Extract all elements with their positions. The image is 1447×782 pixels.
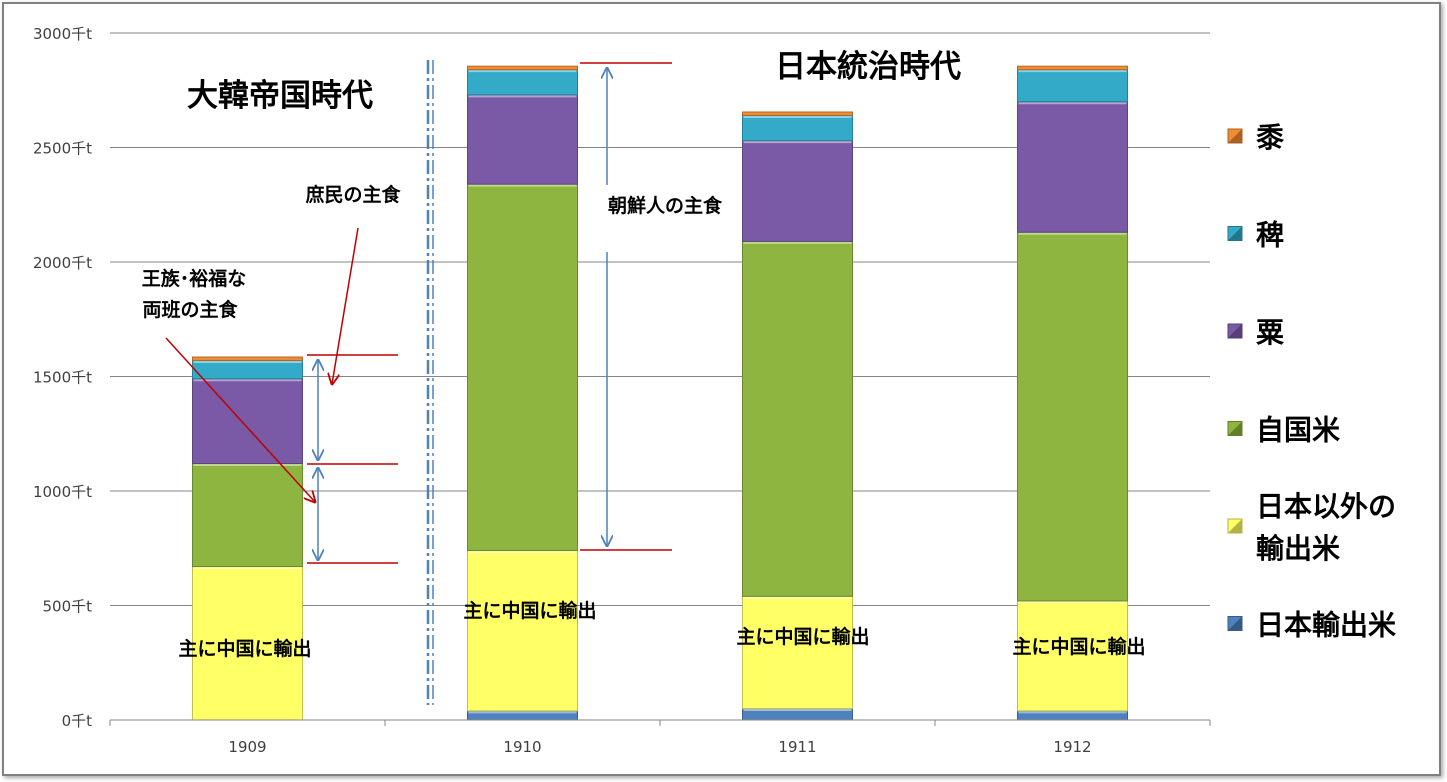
export-china-label-1909: 主に中国に輸出 bbox=[178, 637, 311, 660]
royal-staple-label-line1: 王族･裕福な bbox=[142, 267, 247, 290]
y-axis-tick-labels: 0千t 500千t 1000千t 1500千t 2000千t 2500千t 3000千t bbox=[33, 25, 92, 730]
bar-segment-1912-3 bbox=[1017, 101, 1128, 233]
bar-segment-1912-2 bbox=[1017, 231, 1128, 602]
bar-segment-1910-5 bbox=[467, 65, 578, 71]
legend-label: 輸出米 bbox=[1256, 532, 1340, 565]
x-tick-label-1912: 1912 bbox=[1053, 738, 1091, 756]
export-china-label-1911: 主に中国に輸出 bbox=[736, 625, 869, 648]
legend-item: 自国米 bbox=[1227, 414, 1340, 447]
legend-label: 日本以外の bbox=[1256, 490, 1396, 523]
era-before-label: 大韓帝国時代 bbox=[187, 78, 373, 114]
bar-segment-1911-4 bbox=[742, 114, 853, 142]
era-after-label: 日本統治時代 bbox=[775, 49, 961, 85]
legend-item: 稗 bbox=[1227, 219, 1284, 252]
bar-segment-1911-1 bbox=[742, 595, 853, 710]
legend-swatch-shade bbox=[1228, 519, 1242, 533]
bar-stack-1912 bbox=[1017, 65, 1128, 721]
legend-swatch-shade bbox=[1228, 226, 1242, 241]
legend-swatch-shade bbox=[1228, 129, 1242, 143]
legend-label: 粟 bbox=[1256, 316, 1284, 349]
legend-swatch-shade bbox=[1228, 324, 1242, 338]
legend-label: 自国米 bbox=[1256, 414, 1340, 447]
bar-segment-1909-4 bbox=[192, 359, 303, 380]
export-china-label-1912: 主に中国に輸出 bbox=[1012, 635, 1145, 658]
bar-segment-1910-1 bbox=[467, 550, 578, 712]
legend-item: 黍 bbox=[1227, 121, 1285, 154]
bar-segment-1911-3 bbox=[742, 140, 853, 242]
bar-segment-1912-5 bbox=[1017, 65, 1128, 71]
legend-swatch-shade bbox=[1228, 421, 1242, 436]
bar-segment-1911-5 bbox=[742, 111, 853, 116]
x-tick-label-1909: 1909 bbox=[228, 738, 266, 756]
x-axis-tick-labels: 1909 1910 1911 1912 bbox=[109, 720, 1211, 756]
bar-segment-1910-4 bbox=[467, 69, 578, 96]
bar-segment-1912-4 bbox=[1017, 69, 1128, 103]
legend-item: 日本輸出米 bbox=[1227, 609, 1396, 642]
y-tick-label: 3000千t bbox=[33, 25, 92, 43]
annotation-guides-1909 bbox=[165, 227, 398, 564]
bar-segment-1910-2 bbox=[467, 183, 578, 552]
bar-segment-1909-2 bbox=[192, 463, 303, 568]
bar-segment-1909-3 bbox=[192, 378, 303, 465]
bar-segment-1910-3 bbox=[467, 94, 578, 185]
legend-item: 粟 bbox=[1227, 316, 1284, 349]
bar-stack-1909 bbox=[192, 356, 303, 721]
export-china-label-1910: 主に中国に輸出 bbox=[463, 599, 596, 622]
y-tick-label: 500千t bbox=[42, 598, 92, 616]
bar-segment-1911-2 bbox=[742, 240, 853, 597]
bar-stack-1910 bbox=[467, 65, 578, 721]
bar-segment-1912-1 bbox=[1017, 600, 1128, 712]
y-tick-label: 1500千t bbox=[33, 369, 92, 387]
legend-label: 日本輸出米 bbox=[1256, 609, 1396, 642]
y-tick-label: 2000千t bbox=[33, 254, 92, 272]
korean-staple-label: 朝鮮人の主食 bbox=[608, 194, 723, 217]
y-tick-label: 2500千t bbox=[33, 140, 92, 158]
legend-swatch-shade bbox=[1228, 616, 1242, 631]
x-tick-label-1910: 1910 bbox=[503, 738, 541, 756]
bar-stack-1911 bbox=[742, 111, 853, 721]
legend-label: 稗 bbox=[1256, 219, 1284, 252]
royal-staple-label-line2: 両班の主食 bbox=[142, 298, 238, 321]
bar-segment-1909-5 bbox=[192, 356, 303, 361]
legend-label: 黍 bbox=[1256, 121, 1285, 154]
era-divider bbox=[426, 60, 434, 705]
y-tick-label: 0千t bbox=[62, 712, 93, 730]
annotation-guides-1910 bbox=[580, 62, 672, 551]
bar-stacks bbox=[192, 65, 1128, 721]
x-tick-label-1911: 1911 bbox=[778, 738, 816, 756]
y-tick-label: 1000千t bbox=[33, 483, 92, 501]
commoner-staple-label: 庶民の主食 bbox=[305, 183, 401, 206]
